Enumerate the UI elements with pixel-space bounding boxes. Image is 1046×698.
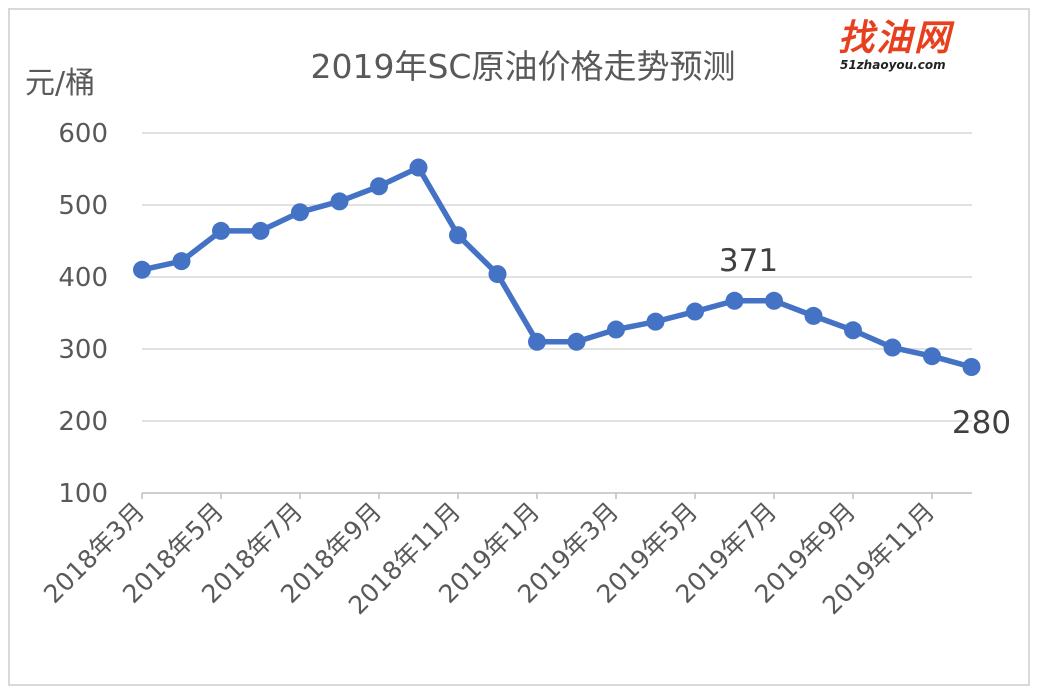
- data-label: 280: [952, 405, 1011, 441]
- data-point: [133, 260, 151, 279]
- data-point: [251, 221, 270, 240]
- data-point: [804, 306, 823, 325]
- data-point: [844, 321, 862, 340]
- brand-logo: 找油网 51zhaoyou.com: [838, 18, 1028, 73]
- data-point: [370, 177, 388, 196]
- y-axis-unit-label: 元/桶: [25, 66, 96, 101]
- data-point: [765, 291, 783, 310]
- data-point: [725, 291, 744, 310]
- logo-url: 51zhaoyou.com: [840, 58, 946, 72]
- y-tick-label-100: 100: [58, 479, 108, 509]
- data-point: [449, 226, 467, 245]
- y-tick-label-500: 500: [58, 191, 108, 221]
- data-point: [646, 312, 665, 331]
- data-point: [567, 332, 586, 351]
- data-point: [409, 158, 428, 177]
- data-point: [686, 302, 704, 321]
- data-point: [172, 252, 191, 271]
- data-point: [291, 203, 309, 222]
- chart-frame: [8, 8, 1030, 686]
- logo-text: 找油网: [838, 18, 953, 59]
- data-point: [923, 347, 941, 366]
- data-point: [607, 320, 625, 339]
- y-tick-label-400: 400: [58, 263, 108, 293]
- y-tick-label-200: 200: [58, 407, 108, 437]
- chart-title: 2019年SC原油价格走势预测: [310, 47, 736, 86]
- y-tick-label-600: 600: [58, 119, 108, 149]
- data-point: [962, 358, 981, 376]
- data-point: [330, 192, 349, 211]
- data-point: [212, 221, 230, 240]
- data-label: 371: [719, 243, 778, 279]
- series-line: [139, 164, 975, 370]
- data-point: [883, 338, 902, 357]
- data-point: [488, 265, 507, 284]
- y-tick-label-300: 300: [58, 335, 108, 365]
- data-point: [528, 332, 546, 351]
